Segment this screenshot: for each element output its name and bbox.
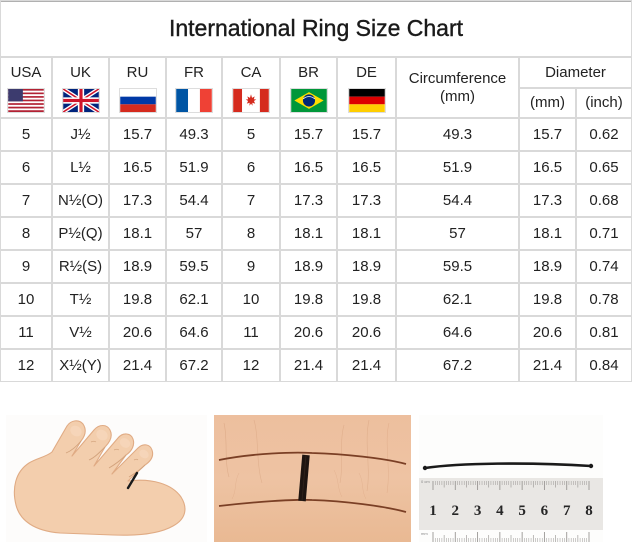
svg-text:5: 5 bbox=[518, 503, 526, 519]
svg-text:6: 6 bbox=[541, 503, 549, 519]
svg-text:8: 8 bbox=[585, 503, 593, 519]
svg-text:3: 3 bbox=[474, 503, 482, 519]
svg-text:2: 2 bbox=[452, 503, 460, 519]
svg-text:4: 4 bbox=[496, 503, 504, 519]
svg-text:7: 7 bbox=[563, 503, 571, 519]
svg-text:1: 1 bbox=[429, 503, 437, 519]
svg-text:0 cm: 0 cm bbox=[421, 479, 430, 484]
svg-text:mm: mm bbox=[421, 531, 428, 536]
